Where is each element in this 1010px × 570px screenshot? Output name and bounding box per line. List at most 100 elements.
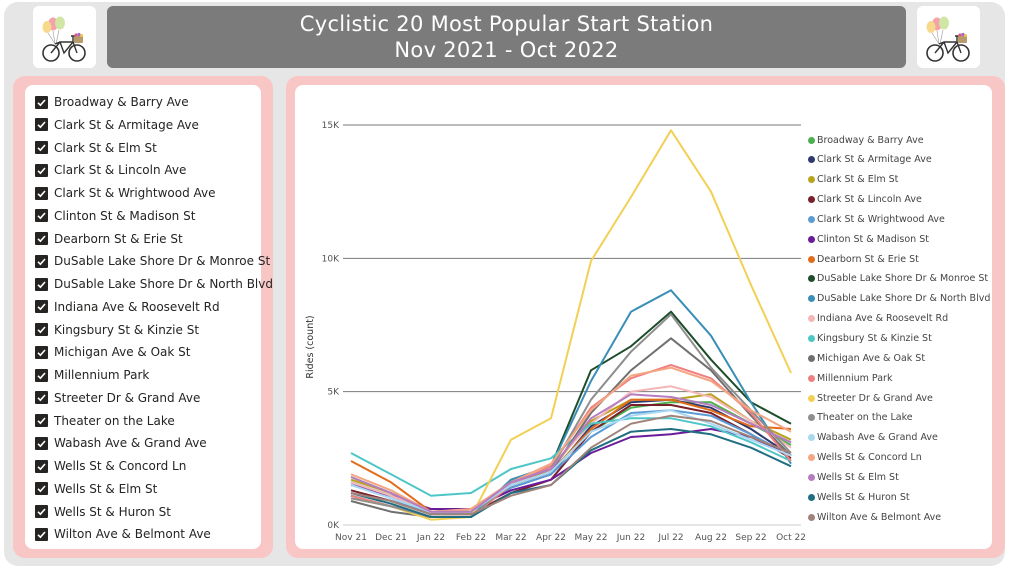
slicer-item[interactable]: Wilton Ave & Belmont Ave	[35, 524, 211, 544]
slicer-item[interactable]: Clark St & Armitage Ave	[35, 115, 199, 135]
bicycle-balloons-icon	[42, 16, 86, 62]
checkbox-checked-icon[interactable]	[35, 232, 48, 245]
checkbox-checked-icon[interactable]	[35, 95, 48, 109]
slicer-item[interactable]: Millennium Park	[35, 365, 149, 385]
slicer-item[interactable]: Streeter Dr & Grand Ave	[35, 388, 200, 408]
slicer-item-label: Wells St & Elm St	[54, 481, 158, 496]
legend-item[interactable]: Wells St & Elm St	[808, 467, 899, 487]
checkbox-checked-icon[interactable]	[35, 209, 48, 223]
slicer-item[interactable]: Clark St & Lincoln Ave	[35, 160, 186, 180]
checkbox-checked-icon[interactable]	[35, 141, 48, 154]
checkbox-checked-icon[interactable]	[35, 254, 48, 268]
legend-label: Clark St & Armitage Ave	[817, 154, 932, 166]
legend-item[interactable]: Clinton St & Madison St	[808, 229, 929, 249]
legend-item[interactable]: Broadway & Barry Ave	[808, 130, 924, 150]
checkbox-checked-icon[interactable]	[35, 118, 48, 132]
x-tick-label: Nov 21	[335, 533, 367, 543]
legend-item[interactable]: Michigan Ave & Oak St	[808, 348, 925, 368]
legend-marker-icon	[808, 215, 815, 223]
slicer-item[interactable]: Broadway & Barry Ave	[35, 92, 189, 112]
slicer-item[interactable]: Indiana Ave & Roosevelt Rd	[35, 297, 220, 317]
slicer-item-label: Clinton St & Madison St	[54, 208, 196, 223]
slicer-item-label: Broadway & Barry Ave	[54, 95, 189, 109]
legend-marker-icon	[808, 196, 815, 204]
slicer-item[interactable]: Wells St & Huron St	[35, 502, 171, 522]
series-line	[350, 393, 792, 513]
legend-item[interactable]: Wilton Ave & Belmont Ave	[808, 507, 941, 527]
legend-item[interactable]: DuSable Lake Shore Dr & Monroe St	[808, 269, 988, 289]
legend-item[interactable]: Indiana Ave & Roosevelt Rd	[808, 309, 948, 329]
series-line	[350, 414, 792, 516]
legend-item[interactable]: Kingsbury St & Kinzie St	[808, 329, 932, 349]
legend-item[interactable]: Clark St & Armitage Ave	[808, 150, 932, 170]
legend-item[interactable]: Wells St & Concord Ln	[808, 448, 922, 468]
chart-card: 0K 5K 10K 15K Nov 21 Dec 21 Jan 22 Feb 22 Mar 22…	[295, 85, 992, 549]
legend-item[interactable]: Dearborn St & Erie St	[808, 249, 919, 269]
slicer-item[interactable]: Dearborn St & Erie St	[35, 229, 183, 249]
checkbox-checked-icon[interactable]	[35, 436, 48, 450]
checkbox-checked-icon[interactable]	[35, 527, 48, 541]
checkbox-checked-icon[interactable]	[35, 505, 48, 518]
legend-marker-icon	[808, 434, 815, 442]
slicer-item-label: Clark St & Wrightwood Ave	[54, 186, 216, 200]
legend-item[interactable]: Wells St & Huron St	[808, 487, 910, 507]
slicer-item[interactable]: Michigan Ave & Oak St	[35, 342, 190, 362]
legend-item[interactable]: DuSable Lake Shore Dr & North Blvd	[808, 289, 990, 309]
bicycle-balloons-icon	[926, 16, 970, 62]
slicer-item[interactable]: Kingsbury St & Kinzie St	[35, 320, 199, 340]
checkbox-checked-icon[interactable]	[35, 277, 48, 291]
checkbox-checked-icon[interactable]	[35, 414, 48, 427]
legend-label: Michigan Ave & Oak St	[817, 352, 926, 364]
y-tick-label: 0K	[327, 521, 340, 531]
slicer-item[interactable]: Clinton St & Madison St	[35, 206, 195, 226]
checkbox-checked-icon[interactable]	[35, 323, 48, 336]
checkbox-checked-icon[interactable]	[35, 186, 48, 200]
checkbox-checked-icon[interactable]	[35, 163, 48, 177]
slicer-item[interactable]: Wells St & Elm St	[35, 479, 157, 499]
checkbox-checked-icon[interactable]	[35, 391, 48, 405]
x-tick-label: May 22	[575, 533, 608, 543]
legend-label: Broadway & Barry Ave	[817, 134, 924, 146]
legend-marker-icon	[808, 315, 815, 323]
legend-item[interactable]: Clark St & Wrightwood Ave	[808, 209, 945, 229]
slicer-item[interactable]: Clark St & Wrightwood Ave	[35, 183, 216, 203]
slicer-item-label: Theater on the Lake	[54, 413, 175, 428]
checkbox-checked-icon[interactable]	[35, 345, 48, 359]
legend-marker-icon	[808, 275, 815, 283]
legend-marker-icon	[808, 156, 815, 164]
legend-marker-icon	[808, 414, 815, 422]
legend-item[interactable]: Streeter Dr & Grand Ave	[808, 388, 933, 408]
line-chart: 0K 5K 10K 15K Nov 21 Dec 21 Jan 22 Feb 22 Mar 22…	[305, 121, 806, 543]
checkbox-checked-icon[interactable]	[35, 300, 48, 314]
legend-item[interactable]: Theater on the Lake	[808, 408, 913, 428]
slicer-item[interactable]: Theater on the Lake	[35, 411, 175, 431]
slicer-item-label: Millennium Park	[54, 368, 150, 382]
slicer-item[interactable]: Wabash Ave & Grand Ave	[35, 433, 207, 453]
x-tick-label: Feb 22	[456, 533, 486, 543]
legend-label: Dearborn St & Erie St	[817, 253, 919, 265]
legend-marker-icon	[808, 255, 815, 263]
legend-item[interactable]: Clark St & Lincoln Ave	[808, 190, 922, 210]
legend-item[interactable]: Clark St & Elm St	[808, 170, 898, 190]
checkbox-checked-icon[interactable]	[35, 368, 48, 382]
y-axis-label: Rides (count)	[305, 315, 316, 378]
legend-label: Clinton St & Madison St	[817, 233, 929, 245]
slicer-item[interactable]: DuSable Lake Shore Dr & North Blvd	[35, 274, 273, 294]
bicycle-logo-right	[917, 6, 980, 68]
legend-label: Wilton Ave & Belmont Ave	[817, 511, 942, 523]
slicer-item[interactable]: DuSable Lake Shore Dr & Monroe St	[35, 251, 270, 271]
checkbox-checked-icon[interactable]	[35, 482, 48, 496]
legend-label: Wells St & Elm St	[817, 471, 899, 483]
legend-label: Millennium Park	[817, 372, 893, 384]
legend-label: Theater on the Lake	[817, 412, 913, 424]
slicer-item[interactable]: Clark St & Elm St	[35, 138, 157, 158]
y-tick-label: 10K	[322, 254, 340, 264]
x-tick-label: Aug 22	[695, 533, 727, 543]
legend-label: DuSable Lake Shore Dr & North Blvd	[817, 293, 991, 305]
y-tick-label: 15K	[322, 121, 340, 131]
legend-item[interactable]: Wabash Ave & Grand Ave	[808, 428, 938, 448]
slicer-item-label: Clark St & Armitage Ave	[54, 117, 199, 132]
checkbox-checked-icon[interactable]	[35, 459, 48, 473]
slicer-item[interactable]: Wells St & Concord Ln	[35, 456, 186, 476]
legend-item[interactable]: Millennium Park	[808, 368, 892, 388]
